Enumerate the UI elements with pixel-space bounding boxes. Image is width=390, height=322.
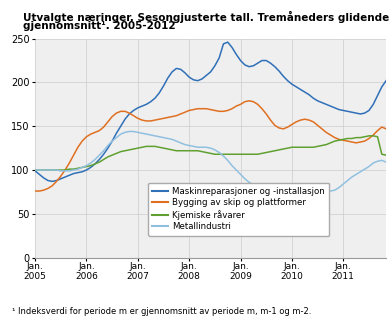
Text: ¹ Indeksverdi for periode m er gjennomsnitt av periode m, m-1 og m-2.: ¹ Indeksverdi for periode m er gjennomsn… <box>12 307 311 316</box>
Text: gjennomsnitt¹. 2005-2012: gjennomsnitt¹. 2005-2012 <box>23 21 176 31</box>
Legend: Maskinreparasjoner og -installasjon, Bygging av skip og plattformer, Kjemiske rå: Maskinreparasjoner og -installasjon, Byg… <box>148 183 329 236</box>
Text: Utvalgte næringer. Sesongjusterte tall. Tremåneders glidende: Utvalgte næringer. Sesongjusterte tall. … <box>23 11 390 24</box>
